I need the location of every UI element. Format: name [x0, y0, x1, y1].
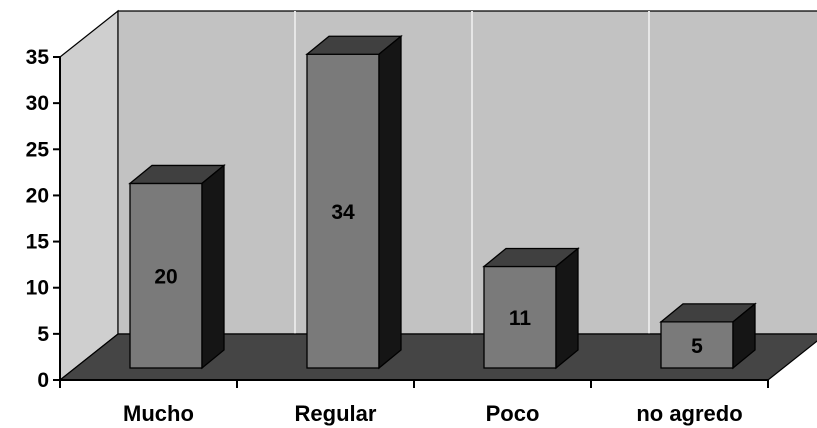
x-category-label: Poco	[486, 401, 540, 426]
data-label: 5	[691, 335, 703, 358]
bar-side	[378, 34, 402, 370]
bar-front	[660, 321, 734, 369]
data-label: 34	[331, 201, 355, 224]
y-tick-label: 25	[26, 138, 50, 161]
y-tick-label: 0	[37, 369, 49, 392]
data-label: 11	[509, 307, 532, 330]
back-wall	[117, 10, 817, 335]
y-tick-label: 5	[37, 323, 49, 346]
bar-side	[201, 164, 225, 370]
bar-front	[129, 182, 203, 369]
side-wall	[59, 9, 119, 382]
x-category-label: Regular	[295, 401, 377, 426]
data-label: 20	[154, 266, 177, 289]
x-category-label: Mucho	[123, 401, 194, 426]
x-category-label: no agredo	[636, 401, 742, 426]
y-tick-label: 15	[26, 231, 50, 254]
bar-side	[555, 247, 579, 370]
y-tick-label: 10	[26, 277, 49, 300]
y-tick-label: 30	[26, 92, 49, 115]
y-tick-label: 35	[26, 46, 50, 69]
bar-front	[483, 265, 557, 369]
y-tick-label: 20	[26, 184, 49, 207]
bar-side	[732, 302, 756, 370]
